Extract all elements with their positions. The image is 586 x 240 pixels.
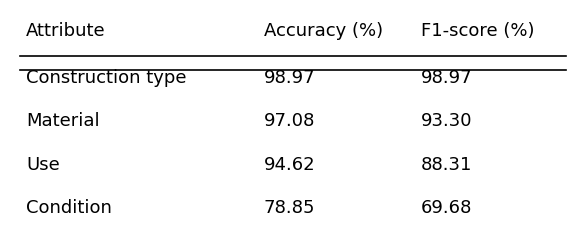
Text: Construction type: Construction type [26, 69, 186, 87]
Text: Use: Use [26, 156, 60, 174]
Text: 93.30: 93.30 [421, 112, 472, 130]
Text: Material: Material [26, 112, 100, 130]
Text: 69.68: 69.68 [421, 199, 472, 217]
Text: 97.08: 97.08 [264, 112, 315, 130]
Text: Accuracy (%): Accuracy (%) [264, 22, 383, 40]
Text: 88.31: 88.31 [421, 156, 472, 174]
Text: 98.97: 98.97 [264, 69, 316, 87]
Text: 78.85: 78.85 [264, 199, 315, 217]
Text: 98.97: 98.97 [421, 69, 472, 87]
Text: Attribute: Attribute [26, 22, 105, 40]
Text: Condition: Condition [26, 199, 112, 217]
Text: F1-score (%): F1-score (%) [421, 22, 534, 40]
Text: 94.62: 94.62 [264, 156, 316, 174]
